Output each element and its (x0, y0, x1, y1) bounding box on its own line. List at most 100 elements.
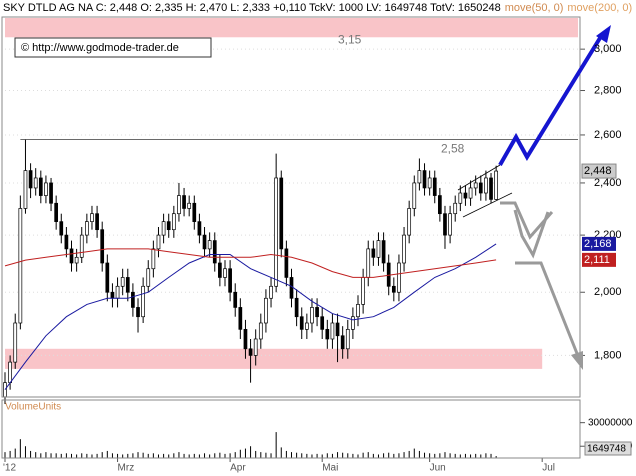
candle-body (243, 328, 248, 350)
x-tick-label: Mai (322, 463, 338, 474)
candle-body (218, 262, 222, 278)
candle-body (33, 177, 38, 189)
candle-body (49, 182, 53, 204)
candle-body (432, 177, 437, 196)
y-tick-label: 2,800 (594, 84, 622, 96)
candle-body (463, 192, 468, 199)
candle-body (23, 170, 28, 209)
candle-body (274, 177, 279, 287)
legend-entry: move(200, 0) (567, 2, 632, 14)
candle-body (356, 304, 360, 318)
candle-body (279, 177, 284, 250)
x-tick-label: Jul (542, 463, 555, 474)
volume-frame (1, 399, 581, 459)
candle-body (151, 248, 156, 270)
candle-body (299, 316, 304, 330)
y-tick-label: 3,000 (594, 43, 622, 55)
projection-arrow (513, 209, 550, 259)
copyright-box (14, 37, 212, 58)
candle-body (207, 240, 212, 250)
volume-tag (584, 441, 632, 456)
candle-body (136, 307, 140, 318)
volume-tag-label: 1649748 (587, 444, 626, 455)
price-tag-label: 2,448 (584, 165, 612, 177)
candle-body (407, 208, 412, 236)
candle-body (253, 338, 258, 356)
candle-body (177, 195, 181, 215)
moving-average (4, 243, 497, 390)
legend-entry: move(50, 0) (505, 2, 564, 14)
candle-body (325, 328, 330, 340)
candle-body (489, 177, 493, 200)
x-tick-label: Mrz (118, 463, 135, 474)
candle-body (289, 277, 294, 299)
candle-body (335, 322, 340, 337)
candle-body (361, 277, 365, 305)
channel-line (462, 192, 513, 218)
candle-body (95, 213, 99, 231)
candle-body (391, 285, 396, 293)
candle-body (258, 322, 263, 340)
zone-label: 3,15 (338, 32, 362, 46)
candle-body (100, 229, 105, 264)
candle-body (120, 277, 125, 287)
chart-title: SKY DTLD AG NA C: 2,448 O: 2,335 H: 2,47… (3, 2, 501, 14)
candle-body (131, 291, 135, 308)
candle-body (284, 248, 289, 278)
candle-body (3, 382, 7, 398)
candle-body (182, 195, 186, 209)
channel-line (457, 164, 501, 191)
candle-body (494, 170, 498, 200)
candle-body (13, 322, 18, 363)
candle-body (366, 248, 371, 278)
candle-body (187, 202, 192, 209)
candle-body (473, 182, 478, 189)
candle-body (197, 221, 202, 236)
candle-body (161, 221, 166, 236)
projection-arrow (498, 36, 602, 166)
candle-body (330, 322, 335, 340)
candle-body (192, 202, 197, 222)
candle-body (294, 297, 299, 318)
price-tag (581, 163, 617, 179)
candle-body (310, 307, 314, 324)
candle-body (69, 248, 74, 264)
y-tick-label: 2,600 (594, 129, 622, 141)
candle-body (345, 328, 350, 350)
candle-body (171, 213, 176, 231)
moving-average (4, 248, 497, 278)
resistance-label: 2,58 (441, 142, 465, 156)
x-tick-label: Jun (430, 463, 446, 474)
candle-body (233, 291, 238, 308)
candle-body (44, 182, 48, 196)
price-frame (1, 16, 581, 398)
candle-body (212, 240, 217, 264)
marks (3, 139, 498, 458)
candle-body (453, 202, 458, 215)
candle-body (238, 307, 243, 330)
candle-body (223, 268, 227, 278)
candle-body (443, 213, 447, 236)
candle-body (402, 234, 406, 264)
grid (4, 48, 585, 462)
candle-body (105, 262, 110, 293)
price-tag (582, 236, 616, 251)
y-tick-label: 2,400 (594, 177, 622, 189)
candle-body (417, 170, 422, 184)
projection-arrow (500, 201, 554, 240)
zone (5, 18, 578, 38)
candle-body (202, 234, 207, 250)
candle-body (371, 248, 376, 258)
candle-body (166, 221, 171, 231)
candle-body (397, 262, 401, 293)
candle-body (478, 182, 483, 194)
candle-body (74, 256, 79, 264)
zones (5, 18, 578, 369)
candle-body (412, 182, 417, 209)
y-tick-label: 2,000 (594, 286, 622, 298)
candle-body (438, 195, 442, 215)
copyright: © http://www.godmode-trader.de (21, 42, 179, 54)
